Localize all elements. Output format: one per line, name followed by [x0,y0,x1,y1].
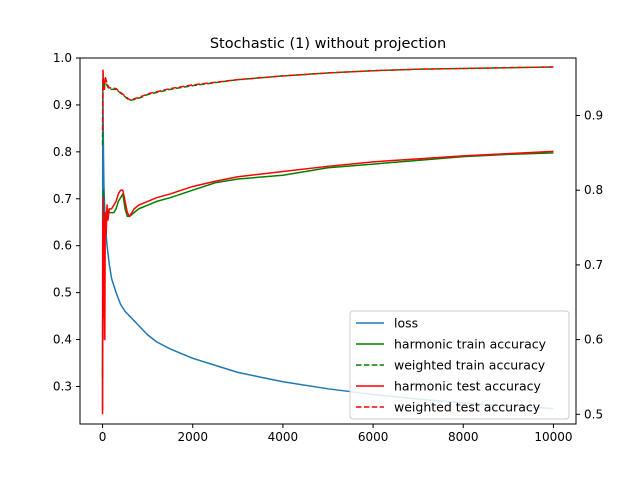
chart-title: Stochastic (1) without projection [210,36,446,52]
y-right-tick-label: 0.5 [584,407,603,421]
legend-label: harmonic train accuracy [394,337,547,352]
x-tick-label: 10000 [534,430,572,444]
series-line-harmonic-test-accuracy [101,150,554,415]
x-tick-label: 8000 [448,430,479,444]
y-right-tick-label: 0.7 [584,258,603,272]
legend-label: harmonic test accuracy [394,379,542,394]
y-left-tick-label: 0.9 [53,98,72,112]
y-left-tick-label: 0.5 [53,286,72,300]
legend-box [349,310,570,420]
y-left-tick-label: 1.0 [53,51,72,65]
series-layer [101,66,554,415]
y-right-tick-label: 0.6 [584,333,603,347]
series-line-loss [101,78,554,410]
plot-frame [79,57,577,425]
series-line-weighted-test-accuracy [101,66,554,131]
legend: loss harmonic train accuracy weighted trai… [349,310,570,420]
y-left-tick-label: 0.7 [53,192,72,206]
x-tick-label: 6000 [358,430,389,444]
y-axis-left: 0.3 0.4 0.5 0.6 0.7 0.8 0.9 1.0 [53,51,80,393]
x-tick-label: 4000 [268,430,299,444]
y-left-tick-label: 0.8 [53,145,72,159]
y-axis-right: 0.5 0.6 0.7 0.8 0.9 [576,109,603,421]
legend-label: loss [394,316,418,331]
y-left-tick-label: 0.4 [53,333,72,347]
y-left-tick-label: 0.6 [53,239,72,253]
y-right-tick-label: 0.8 [584,183,603,197]
x-tick-label: 2000 [177,430,208,444]
y-right-tick-label: 0.9 [584,109,603,123]
x-axis: 0 2000 4000 6000 8000 10000 [99,424,573,444]
legend-label: weighted test accuracy [394,400,541,415]
y-left-tick-label: 0.3 [53,379,72,393]
x-tick-label: 0 [99,430,107,444]
legend-label: weighted train accuracy [394,358,546,373]
plot-area [79,57,577,425]
